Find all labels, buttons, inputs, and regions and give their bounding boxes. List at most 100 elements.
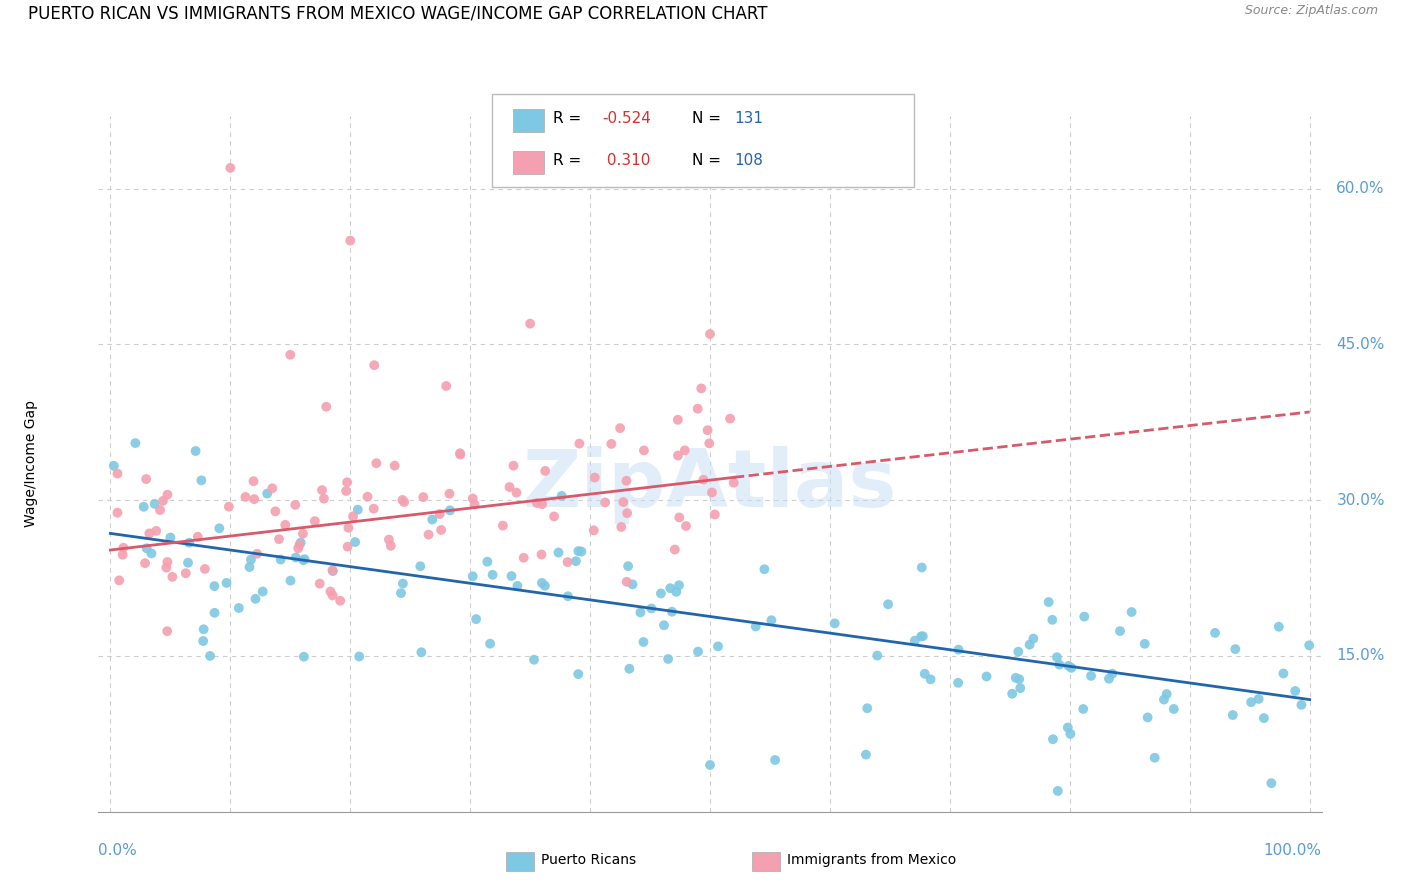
Point (311, 483, 333, 497)
Text: 60.0%: 60.0% (1336, 181, 1385, 196)
Point (1040, 613, 1063, 627)
Point (264, 504, 287, 518)
Text: ZipAtlas: ZipAtlas (523, 446, 897, 524)
Point (914, 666, 936, 681)
Point (761, 613, 783, 627)
Point (1109, 624, 1132, 638)
Point (1057, 658, 1080, 673)
Point (1007, 645, 1029, 659)
Point (384, 458, 406, 473)
Point (675, 519, 697, 533)
Point (1163, 702, 1185, 716)
Point (291, 526, 314, 541)
Point (322, 564, 344, 578)
Point (904, 633, 927, 648)
Point (1272, 666, 1295, 681)
Point (911, 560, 934, 574)
Point (652, 618, 675, 632)
Point (565, 554, 588, 568)
Point (557, 555, 579, 569)
Point (208, 521, 231, 535)
Point (124, 436, 146, 450)
Point (621, 577, 644, 591)
Point (583, 470, 606, 484)
Point (628, 606, 651, 620)
Point (866, 648, 889, 663)
Point (557, 589, 579, 603)
Point (567, 544, 589, 558)
Point (111, 548, 134, 562)
Point (593, 495, 616, 509)
Point (288, 538, 311, 552)
Point (550, 489, 572, 503)
Point (1042, 732, 1064, 747)
Point (668, 578, 690, 592)
Point (278, 348, 301, 362)
Point (292, 553, 315, 567)
Point (149, 503, 172, 517)
Point (640, 601, 662, 615)
Point (344, 535, 367, 549)
Point (707, 640, 730, 654)
Point (568, 436, 591, 450)
Point (304, 514, 326, 528)
Point (512, 550, 534, 565)
Point (429, 507, 451, 521)
Point (141, 546, 163, 560)
Point (363, 501, 385, 516)
Point (174, 566, 197, 581)
Point (218, 500, 240, 514)
Point (530, 576, 553, 591)
Point (1080, 669, 1102, 683)
Text: N =: N = (692, 153, 725, 168)
Point (664, 542, 686, 557)
Point (337, 521, 360, 535)
Point (547, 545, 569, 559)
Point (246, 547, 269, 561)
Point (294, 552, 316, 566)
Point (1056, 721, 1078, 735)
Point (700, 485, 723, 500)
Point (610, 520, 633, 534)
Point (1047, 657, 1070, 672)
Point (633, 443, 655, 458)
Point (380, 539, 402, 553)
Text: R =: R = (553, 112, 586, 126)
Point (1247, 692, 1270, 706)
Point (363, 358, 385, 372)
Point (346, 502, 368, 516)
Point (179, 535, 201, 549)
Point (571, 544, 593, 558)
Point (692, 473, 714, 487)
Point (600, 437, 623, 451)
Point (411, 645, 433, 659)
Point (582, 524, 605, 538)
Point (492, 518, 515, 533)
Point (256, 486, 278, 500)
Point (501, 569, 523, 583)
Point (284, 498, 307, 512)
Point (287, 541, 309, 556)
Point (335, 483, 357, 498)
Point (319, 584, 342, 599)
Point (267, 532, 290, 546)
Point (420, 512, 443, 526)
Point (132, 500, 155, 514)
Point (1204, 626, 1226, 640)
Point (336, 540, 359, 554)
Point (519, 317, 541, 331)
Point (329, 594, 352, 608)
Text: Puerto Ricans: Puerto Ricans (541, 853, 637, 867)
Point (409, 559, 432, 574)
Point (1046, 650, 1069, 665)
Point (449, 448, 471, 462)
Point (292, 649, 315, 664)
Point (464, 497, 486, 511)
Point (531, 497, 554, 511)
Text: Immigrants from Mexico: Immigrants from Mexico (787, 853, 956, 867)
Point (439, 486, 461, 500)
Point (1018, 638, 1040, 652)
Point (190, 474, 212, 488)
Point (763, 753, 786, 767)
Point (434, 379, 457, 393)
